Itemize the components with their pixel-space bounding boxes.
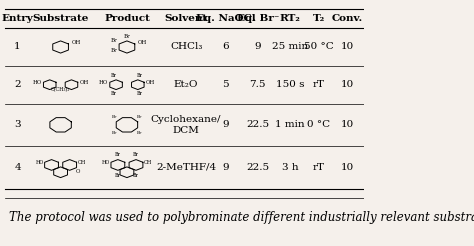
Text: 10: 10 (341, 43, 354, 51)
Text: Br: Br (112, 115, 118, 119)
Text: Eq. NaOCl: Eq. NaOCl (196, 14, 255, 23)
Text: OH: OH (72, 40, 81, 45)
Text: O: O (76, 169, 80, 174)
Text: Br: Br (133, 173, 139, 178)
Text: 22.5: 22.5 (246, 120, 269, 129)
Text: Br: Br (137, 91, 143, 95)
Text: 2-MeTHF/4: 2-MeTHF/4 (156, 163, 216, 172)
Text: HO: HO (99, 80, 108, 85)
Text: 1 min: 1 min (275, 120, 305, 129)
Text: Br: Br (111, 91, 117, 95)
Text: Et₂O: Et₂O (174, 80, 198, 89)
Text: Br: Br (137, 131, 142, 135)
Text: HO: HO (101, 160, 110, 165)
Text: Br: Br (115, 152, 121, 157)
Text: rT: rT (313, 80, 325, 89)
Text: C(CH₃)₂: C(CH₃)₂ (51, 87, 70, 92)
Text: OH: OH (80, 80, 89, 85)
Text: RT₂: RT₂ (280, 14, 301, 23)
Text: 10: 10 (341, 163, 354, 172)
Text: 22.5: 22.5 (246, 163, 269, 172)
Text: 10: 10 (341, 80, 354, 89)
Text: OH: OH (78, 160, 86, 165)
Text: 150 s: 150 s (276, 80, 304, 89)
Text: The protocol was used to polybrominate different industrially relevant substra: The protocol was used to polybrominate d… (9, 211, 474, 224)
Text: OH: OH (137, 40, 146, 45)
Text: 9: 9 (222, 163, 229, 172)
Text: CHCl₃: CHCl₃ (170, 43, 202, 51)
Text: Conv.: Conv. (332, 14, 363, 23)
Text: Br: Br (124, 34, 130, 39)
Text: 5: 5 (222, 80, 229, 89)
Text: 7.5: 7.5 (250, 80, 266, 89)
Text: rT: rT (313, 163, 325, 172)
Text: 2: 2 (14, 80, 21, 89)
Text: HO: HO (36, 160, 44, 165)
Text: 25 min: 25 min (272, 43, 308, 51)
Text: 3: 3 (14, 120, 21, 129)
Text: Br: Br (111, 47, 118, 53)
Bar (5, 9, 364, 28)
Text: 10: 10 (341, 120, 354, 129)
Text: Br: Br (137, 115, 142, 119)
Text: Eq. Br⁻: Eq. Br⁻ (237, 14, 279, 23)
Text: Br: Br (112, 131, 118, 135)
Text: Br: Br (137, 73, 143, 78)
Text: 50 °C: 50 °C (304, 43, 334, 51)
Text: Br: Br (133, 152, 139, 157)
Text: 9: 9 (222, 120, 229, 129)
Text: Br: Br (111, 73, 117, 78)
Text: Solvent: Solvent (164, 14, 208, 23)
Text: OH: OH (144, 160, 152, 165)
Text: OH: OH (146, 80, 155, 85)
Text: 4: 4 (14, 163, 21, 172)
Text: 1: 1 (14, 43, 21, 51)
Text: Br: Br (111, 38, 118, 43)
Text: 6: 6 (222, 43, 229, 51)
Text: Substrate: Substrate (32, 14, 89, 23)
Text: 9: 9 (255, 43, 261, 51)
Text: HO: HO (32, 80, 41, 85)
Text: T₂: T₂ (313, 14, 325, 23)
Text: 0 °C: 0 °C (307, 120, 330, 129)
Text: Entry: Entry (2, 14, 34, 23)
Text: Br: Br (115, 173, 121, 178)
Text: Cyclohexane/
DCM: Cyclohexane/ DCM (151, 115, 221, 135)
Text: Product: Product (104, 14, 150, 23)
Text: 3 h: 3 h (282, 163, 299, 172)
